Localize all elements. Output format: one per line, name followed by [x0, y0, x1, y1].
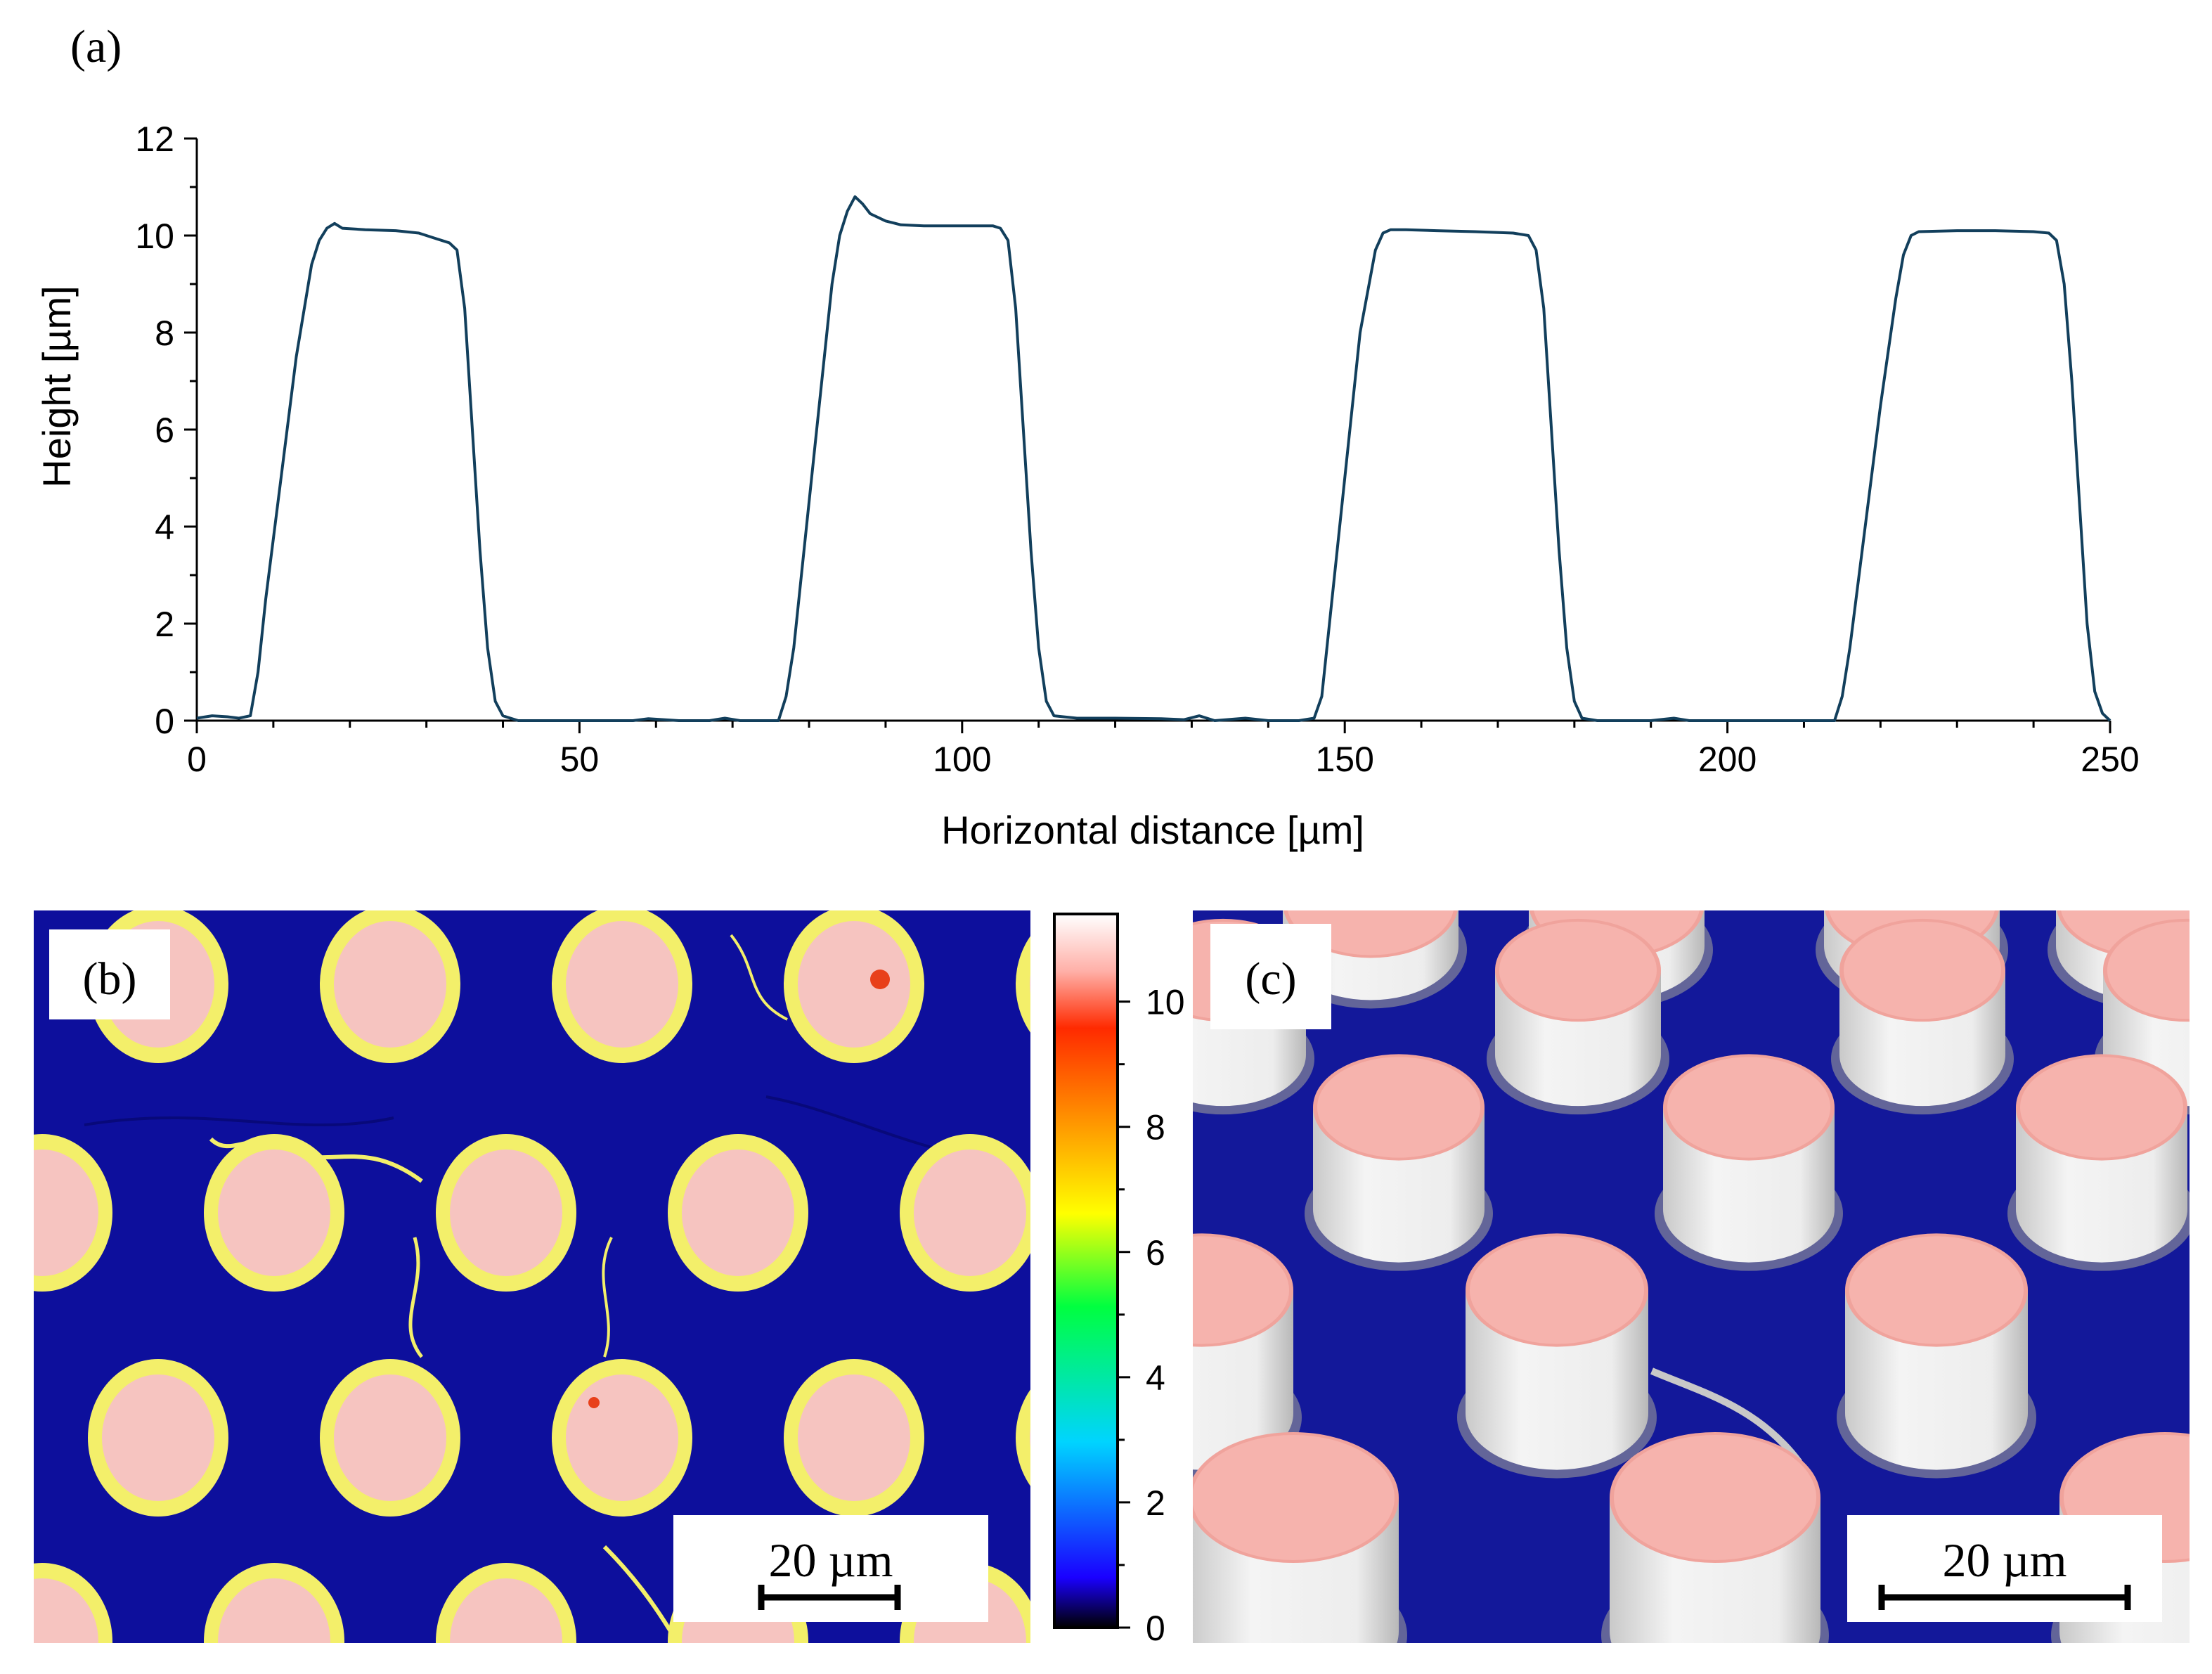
pillar-top-view — [784, 910, 924, 1063]
x-tick-label: 250 — [2081, 740, 2139, 779]
pillar-3d — [1837, 1233, 2036, 1479]
pillar-3d — [1601, 1432, 1829, 1643]
x-tick-label: 0 — [187, 740, 207, 779]
colorbar-tick-label: 2 — [1146, 1483, 1165, 1523]
scale-bar-c — [1878, 1585, 2131, 1610]
x-axis-label: Horizontal distance [µm] — [941, 808, 1364, 852]
y-tick-label: 12 — [135, 120, 174, 159]
pillar-grid-top-view — [34, 910, 1030, 1643]
scale-bar-label-b: 20 µm — [768, 1533, 893, 1587]
debris-streak — [602, 1237, 613, 1358]
debris-streak — [408, 1237, 423, 1358]
x-tick-label: 50 — [560, 740, 600, 779]
colorbar-tick-label: 0 — [1146, 1609, 1165, 1648]
y-axis-ticks: 0 2 4 6 8 10 12 — [135, 120, 197, 741]
y-tick-label: 2 — [155, 605, 174, 644]
hotspot — [588, 1397, 600, 1408]
pillar-3d — [1831, 918, 2014, 1115]
pillar-3d — [1305, 1054, 1493, 1271]
colorbar-gradient — [1053, 913, 1119, 1629]
panel-b-height-map: (b) 20 µm — [34, 910, 1030, 1643]
pillar-3d — [2007, 1054, 2190, 1271]
panel-label-c: (c) — [1245, 953, 1296, 1005]
substrate-shadow — [1650, 1367, 1802, 1465]
panel-c-3d-view: (c) 20 µm — [1193, 910, 2190, 1643]
pillar-top-view — [1016, 1389, 1030, 1486]
x-axis-ticks: 0 50 100 150 200 250 — [187, 721, 2140, 779]
x-tick-label: 100 — [933, 740, 991, 779]
pillar-top-view — [436, 1134, 576, 1292]
x-tick-label: 150 — [1315, 740, 1373, 779]
scale-bar-box-c — [1847, 1515, 2162, 1622]
colorbar-tick-label: 10 — [1146, 983, 1185, 1022]
pillar-top-view — [668, 1134, 808, 1292]
pillar-top-view — [552, 910, 692, 1063]
panel-label-a: (a) — [70, 21, 122, 72]
panel-label-b: (b) — [83, 953, 137, 1005]
panel-label-b-box — [49, 929, 170, 1019]
pillar-top-view — [1016, 936, 1030, 1033]
y-tick-label: 6 — [155, 411, 174, 450]
colorbar: 0 2 4 6 8 10 — [1053, 913, 1185, 1648]
y-tick-label: 8 — [155, 314, 174, 353]
pillar-top-view — [552, 1359, 692, 1517]
debris-streak — [730, 934, 788, 1021]
pillar-top-view — [900, 1134, 1030, 1292]
pillar-top-view — [34, 1563, 112, 1643]
pillar-top-view — [88, 1359, 228, 1517]
pillar-top-view — [204, 1134, 344, 1292]
scale-bar-label-c: 20 µm — [1942, 1533, 2067, 1587]
panel-label-c-box — [1210, 924, 1331, 1029]
debris-streak — [602, 1545, 677, 1640]
height-profile-chart: 0 2 4 6 8 10 12 0 50 100 150 200 250 Height [µm] Ho… — [34, 120, 2140, 852]
x-tick-label: 200 — [1698, 740, 1757, 779]
scale-bar-box-b — [673, 1515, 988, 1622]
hotspot — [870, 970, 890, 989]
colorbar-ticks: 0 2 4 6 8 10 — [1118, 983, 1185, 1648]
scale-bar-b — [758, 1585, 901, 1610]
y-tick-label: 0 — [155, 702, 174, 741]
pillar-top-view — [784, 1359, 924, 1517]
colorbar-tick-label: 6 — [1146, 1233, 1165, 1273]
crack — [84, 1116, 394, 1126]
pillar-3d — [1457, 1233, 1657, 1479]
pillar-top-view — [320, 910, 460, 1063]
colorbar-tick-label: 4 — [1146, 1358, 1165, 1398]
pillar-3d — [1487, 918, 1669, 1115]
pillar-top-view — [320, 1359, 460, 1517]
pillar-3d — [1193, 1432, 1407, 1643]
pillar-top-view — [204, 1563, 344, 1643]
series-line-height-profile — [196, 195, 2111, 722]
colorbar-tick-label: 8 — [1146, 1108, 1165, 1147]
pillar-top-view — [34, 1134, 112, 1292]
y-tick-label: 4 — [155, 508, 174, 547]
pillar-3d — [1655, 1054, 1843, 1271]
y-tick-label: 10 — [135, 217, 174, 256]
pillar-top-view — [436, 1563, 576, 1643]
y-axis-label: Height [µm] — [34, 285, 79, 487]
